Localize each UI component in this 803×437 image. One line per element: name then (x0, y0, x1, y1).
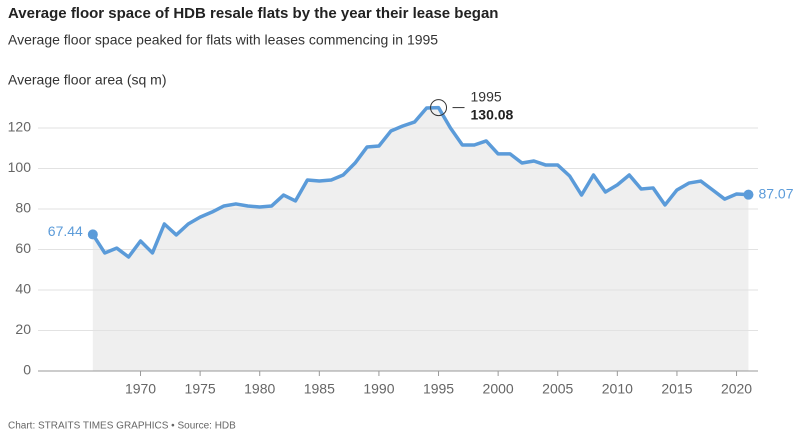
line (91, 105, 749, 259)
peak-marker (430, 99, 448, 117)
x-tick-label: 1995 (423, 381, 454, 397)
chart-title: Average floor space of HDB resale flats … (8, 5, 498, 22)
y-tick-label: 40 (15, 281, 31, 297)
value-label: 67.44 (48, 223, 83, 239)
x-tick-label: 1985 (304, 381, 335, 397)
x-tick-label: 2020 (721, 381, 752, 397)
x-tick-label: 1990 (363, 381, 394, 397)
annotation-value: 130.08 (471, 106, 514, 122)
area (92, 107, 749, 371)
y-tick-label: 120 (8, 119, 32, 135)
source: Chart: STRAITS TIMES GRAPHICS • Source: … (8, 421, 236, 432)
y-tick-label: 20 (15, 321, 31, 337)
x-tick-label: 2010 (602, 381, 633, 397)
x-tick-label: 2005 (542, 381, 573, 397)
y-tick-label: 100 (8, 159, 32, 175)
x-tick-label: 1975 (185, 381, 216, 397)
y-tick-label: 0 (23, 362, 31, 378)
value-label: 87.07 (758, 185, 793, 201)
chart-subtitle: Average floor space peaked for flats wit… (8, 32, 438, 48)
annotation-year: 1995 (471, 88, 502, 104)
x-tick-label: 1970 (125, 381, 156, 397)
x-tick-label: 1980 (244, 381, 275, 397)
y-tick-label: 80 (15, 200, 31, 216)
x-tick-label: 2000 (483, 381, 514, 397)
y-tick-label: 60 (15, 240, 31, 256)
y-axis-label: Average floor area (sq m) (8, 72, 166, 88)
x-tick-label: 2015 (661, 381, 692, 397)
end-point (743, 189, 754, 200)
end-point (87, 229, 98, 240)
